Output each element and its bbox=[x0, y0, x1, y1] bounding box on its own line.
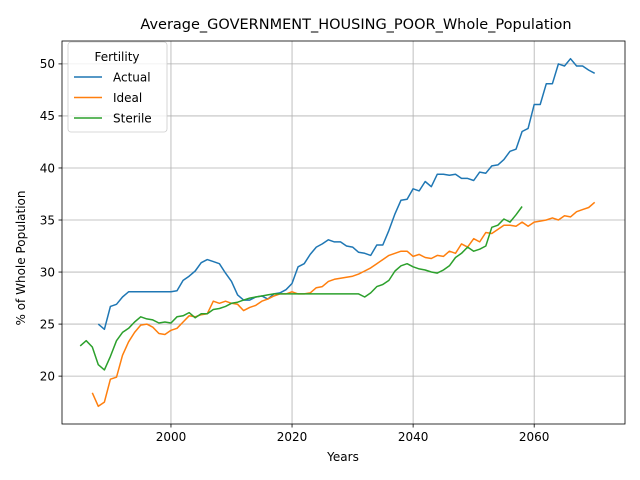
legend-items: Actual Ideal Sterile bbox=[74, 70, 152, 125]
y-tick-label: 50 bbox=[40, 57, 55, 71]
x-tick-label: 2040 bbox=[398, 430, 429, 444]
y-tick-label: 25 bbox=[40, 317, 55, 331]
x-tick-label: 2000 bbox=[156, 430, 187, 444]
legend-title: Fertility bbox=[94, 50, 139, 64]
legend-label-ideal: Ideal bbox=[113, 91, 142, 105]
y-tick-label: 30 bbox=[40, 265, 55, 279]
legend-box bbox=[67, 41, 168, 133]
series-line-sterile bbox=[79, 206, 523, 371]
y-axis-label: % of Whole Population bbox=[14, 191, 28, 326]
x-tick-label: 2060 bbox=[519, 430, 550, 444]
series-line-actual bbox=[97, 57, 596, 331]
y-tick-label: 40 bbox=[40, 161, 55, 175]
legend-label-sterile: Sterile bbox=[113, 111, 152, 125]
y-tick-label: 20 bbox=[40, 369, 55, 383]
plot-area-frame bbox=[61, 40, 626, 425]
x-tick-label: 2020 bbox=[277, 430, 308, 444]
y-tick-label: 45 bbox=[40, 109, 55, 123]
x-axis-label: Years bbox=[326, 450, 359, 464]
legend-label-actual: Actual bbox=[113, 70, 151, 84]
y-tick-label: 35 bbox=[40, 213, 55, 227]
chart-title: Average_GOVERNMENT_HOUSING_POOR_Whole_Po… bbox=[140, 17, 571, 33]
legend: Fertility Actual Ideal Sterile bbox=[67, 41, 168, 133]
series-lines bbox=[79, 57, 596, 408]
axis-ticks: 2000 2020 2040 2060 20 25 30 35 40 45 50 bbox=[40, 57, 550, 444]
series-line-ideal bbox=[91, 201, 596, 408]
